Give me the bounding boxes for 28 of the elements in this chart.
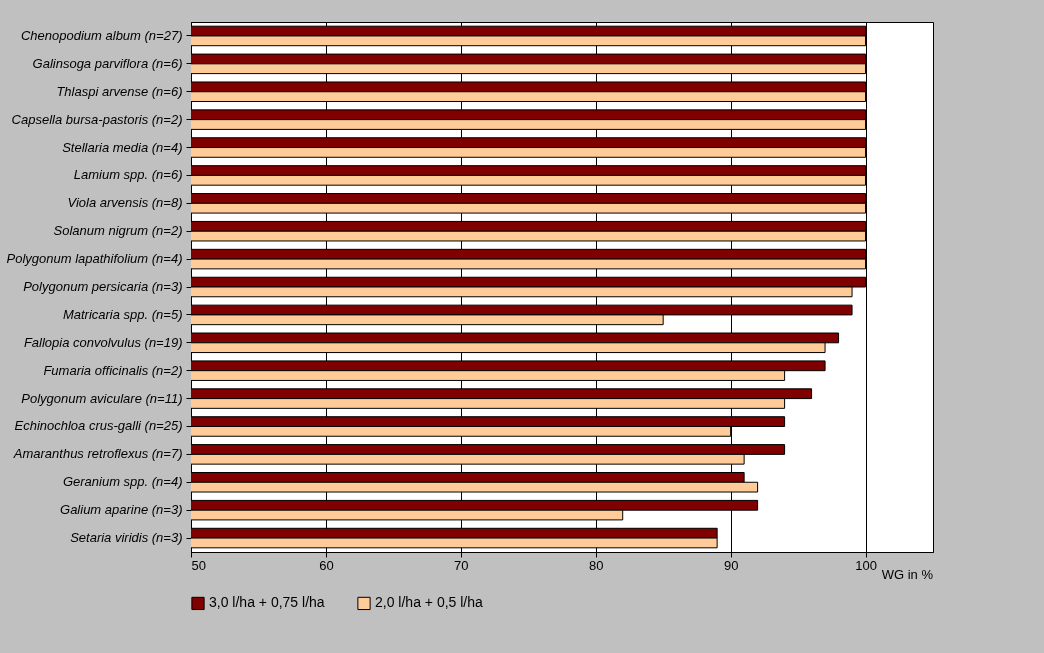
x-tick-label: 50	[191, 557, 206, 573]
y-tick-label: Polygonum persicaria (n=3)	[23, 279, 183, 294]
y-tick-label: Geranium spp. (n=4)	[62, 474, 183, 490]
y-tick-label: Fumaria officinalis (n=2)	[43, 362, 183, 378]
x-axis-title: WG in %	[881, 567, 934, 582]
y-tick-label: Viola arvensis (n=8)	[67, 195, 183, 211]
x-tick-label: 100	[855, 557, 877, 573]
y-tick-label: Galinsoga parviflora (n=6)	[32, 55, 183, 71]
y-tick-label: Solanum nigrum (n=2)	[53, 223, 183, 239]
y-tick-label: Echinochloa crus-galli (n=25)	[14, 418, 183, 434]
y-tick-label: Capsella bursa-pastoris (n=2)	[11, 111, 183, 127]
y-tick-label: Matricaria spp. (n=5)	[62, 306, 183, 322]
x-tick-label: 70	[454, 557, 469, 573]
y-tick-label: Stellaria media (n=4)	[62, 139, 183, 155]
y-tick-label: Fallopia convolvulus (n=19)	[23, 334, 183, 350]
y-tick-label: Setaria viridis (n=3)	[70, 530, 183, 546]
legend-label: 3,0 l/ha + 0,75 l/ha	[209, 594, 325, 611]
y-tick-label: Polygonum aviculare (n=11)	[21, 390, 183, 406]
y-tick-label: Thlaspi arvense (n=6)	[56, 83, 183, 99]
y-tick-label: Amaranthus retroflexus (n=7)	[12, 446, 183, 462]
x-tick-label: 60	[319, 557, 334, 573]
y-tick-label: Galium aparine (n=3)	[60, 502, 183, 518]
y-tick-label: Chenopodium album (n=27)	[20, 27, 183, 43]
x-tick-label: 90	[723, 557, 739, 573]
x-tick-label: 80	[588, 557, 604, 573]
y-tick-label: Polygonum lapathifolium (n=4)	[6, 251, 183, 267]
legend-label: 2,0 l/ha + 0,5 l/ha	[375, 594, 484, 611]
y-tick-label: Lamium spp. (n=6)	[73, 167, 183, 183]
